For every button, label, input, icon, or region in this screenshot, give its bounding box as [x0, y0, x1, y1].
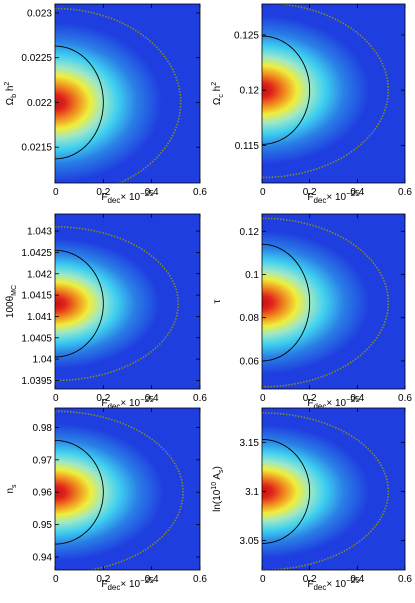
x-tick-label: 0.4: [145, 574, 159, 585]
x-tick-label: 0.2: [303, 574, 317, 585]
contour-1sigma: [55, 249, 104, 358]
panel-omega-b: 0 0.2 0.4 0.6 0.0215 0.022 0.0225 0.023 Fdec× 10…: [4, 3, 207, 205]
x-axis-label: Fdec× 10−25: [307, 576, 360, 592]
contour-1sigma: [262, 438, 311, 544]
y-tick-label: 0.125: [234, 30, 259, 41]
axes-frame: [261, 407, 406, 571]
x-tick-label: 0.4: [350, 187, 364, 198]
y-tick-label: 0.1: [245, 270, 259, 281]
y-axis-label: ln(1010 As): [211, 466, 225, 512]
x-tick-label: 0.4: [145, 187, 159, 198]
x-tick-label: 0: [260, 187, 266, 198]
x-tick-label: 0: [260, 574, 266, 585]
y-tick-label: 1.0395: [21, 376, 52, 387]
heatmap-density: [55, 408, 200, 570]
y-tick-label: 0.97: [33, 455, 53, 466]
contour-1sigma: [55, 439, 104, 545]
y-tick-label: 0.0215: [21, 143, 52, 154]
y-tick-label: 3.05: [240, 536, 260, 547]
x-tick-label: 0.6: [193, 574, 207, 585]
contour-2sigma: [262, 412, 390, 570]
y-tick-label: 0.022: [27, 98, 52, 109]
y-tick-label: 0.0225: [21, 53, 52, 64]
contour-1sigma: [262, 35, 311, 145]
y-tick-label: 0.12: [240, 86, 260, 97]
y-tick-label: 3.1: [245, 487, 259, 498]
x-tick-label: 0.2: [303, 393, 317, 404]
heatmap-density: [55, 4, 200, 183]
x-axis-label: Fdec× 10−25: [101, 189, 154, 205]
x-tick-label: 0.2: [303, 187, 317, 198]
panel-theta-mc: 0 0.2 0.4 0.6 1.0395 1.04 1.0405 1.041 1.0415 1.0…: [5, 213, 207, 411]
x-tick-label: 0.6: [398, 393, 412, 404]
y-tick-label: 1.041: [27, 312, 52, 323]
axes-frame: [54, 213, 201, 390]
y-tick-label: 0.95: [33, 520, 53, 531]
y-axis-label: τ: [212, 299, 223, 303]
x-axis-label: Fdec× 10−25: [101, 576, 154, 592]
x-tick-label: 0.6: [398, 574, 412, 585]
x-tick-label: 0: [53, 574, 59, 585]
y-tick-label: 0.08: [240, 313, 260, 324]
axes-frame: [54, 3, 201, 184]
y-tick-label: 0.96: [33, 488, 53, 499]
y-tick-label: 0.115: [235, 141, 260, 152]
x-tick-label: 0.6: [193, 187, 207, 198]
panel-ln-as: 0 0.2 0.4 0.6 3.05 3.1 3.15 Fdec× 10−25 ln(1010 …: [211, 407, 412, 592]
x-axis-label: Fdec× 10−25: [307, 395, 360, 411]
heatmap-density: [262, 214, 405, 389]
y-tick-label: 0.023: [27, 8, 52, 19]
x-tick-label: 0.2: [96, 393, 110, 404]
axes-frame: [261, 3, 406, 184]
y-axis-label: Ωc h2: [211, 82, 225, 105]
y-tick-label: 1.0405: [21, 333, 52, 344]
x-tick-label: 0: [260, 393, 266, 404]
x-tick-label: 0: [53, 187, 59, 198]
x-tick-label: 0.4: [350, 393, 364, 404]
y-axis-label: Ωb h2: [4, 82, 18, 106]
y-tick-label: 0.94: [33, 553, 53, 564]
x-tick-label: 0.2: [96, 187, 110, 198]
x-axis-label: Fdec× 10−25: [307, 189, 360, 205]
x-axis-label: Fdec× 10−25: [101, 395, 154, 411]
contour-2sigma: [55, 226, 180, 382]
x-tick-label: 0.6: [398, 187, 412, 198]
x-tick-label: 0.4: [145, 393, 159, 404]
heatmap-density: [262, 4, 405, 183]
contour-1sigma: [55, 45, 104, 160]
y-tick-label: 0.98: [33, 423, 53, 434]
y-tick-label: 1.04: [33, 355, 53, 366]
heatmap-density: [55, 214, 200, 389]
contour-2sigma: [55, 410, 184, 570]
y-tick-label: 1.043: [27, 227, 52, 238]
contour-2sigma: [262, 4, 390, 179]
y-tick-label: 0.12: [240, 227, 260, 238]
y-axis-label: 100θMC: [5, 285, 18, 318]
axes-frame: [261, 213, 406, 390]
y-tick-label: 0.06: [240, 356, 260, 367]
y-tick-label: 1.042: [27, 269, 52, 280]
heatmap-density: [262, 408, 405, 570]
contour-1sigma: [262, 243, 311, 362]
x-tick-label: 0.6: [193, 393, 207, 404]
panel-tau: 0 0.2 0.4 0.6 0.06 0.08 0.1 0.12 Fdec× 10−25 τ: [212, 213, 412, 411]
y-tick-label: 3.15: [240, 438, 260, 449]
panel-omega-c: 0 0.2 0.4 0.6 0.115 0.12 0.125 Fdec× 10−25 Ωc h2: [211, 3, 412, 205]
y-tick-label: 1.0415: [21, 291, 52, 302]
y-tick-label: 1.0425: [21, 248, 52, 259]
axes-frame: [54, 407, 201, 571]
x-tick-label: 0.2: [96, 574, 110, 585]
x-tick-label: 0.4: [350, 574, 364, 585]
y-axis-label: ns: [5, 484, 18, 494]
x-tick-label: 0: [53, 393, 59, 404]
panel-ns: 0 0.2 0.4 0.6 0.94 0.95 0.96 0.97 0.98 Fdec× 10−2…: [5, 407, 207, 592]
